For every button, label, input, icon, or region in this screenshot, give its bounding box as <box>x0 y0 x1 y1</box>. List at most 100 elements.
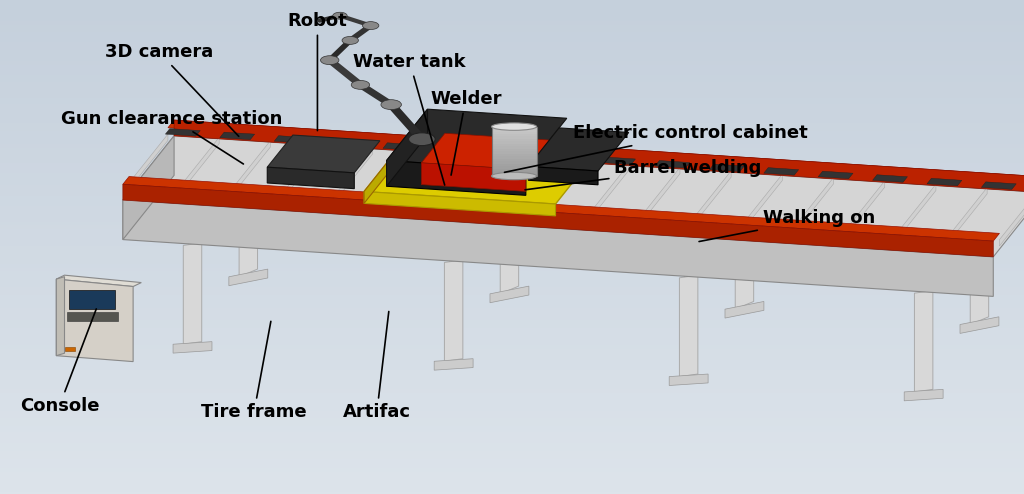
Bar <box>492 164 537 166</box>
Bar <box>492 126 537 176</box>
Bar <box>492 156 537 159</box>
Polygon shape <box>897 184 936 239</box>
Polygon shape <box>655 161 690 168</box>
Polygon shape <box>129 134 168 189</box>
Polygon shape <box>437 146 472 154</box>
Polygon shape <box>872 175 907 182</box>
Bar <box>492 144 537 146</box>
Polygon shape <box>228 269 268 286</box>
Polygon shape <box>487 158 526 212</box>
Circle shape <box>333 12 347 19</box>
Bar <box>492 136 537 139</box>
Polygon shape <box>387 161 526 195</box>
Polygon shape <box>818 171 853 179</box>
Polygon shape <box>188 202 195 249</box>
Polygon shape <box>274 136 309 143</box>
Polygon shape <box>387 109 567 169</box>
Polygon shape <box>173 342 212 353</box>
Circle shape <box>342 37 358 44</box>
Polygon shape <box>450 218 457 266</box>
Polygon shape <box>528 128 629 171</box>
Bar <box>492 149 537 151</box>
Polygon shape <box>846 181 885 236</box>
Polygon shape <box>492 150 526 158</box>
Bar <box>492 131 537 134</box>
Text: Walking on: Walking on <box>699 209 876 242</box>
Bar <box>492 173 537 176</box>
Polygon shape <box>123 136 174 240</box>
Bar <box>492 151 537 154</box>
Bar <box>65 347 75 351</box>
Polygon shape <box>365 121 420 204</box>
Polygon shape <box>670 374 709 385</box>
Polygon shape <box>743 174 782 229</box>
Polygon shape <box>56 279 133 362</box>
Polygon shape <box>961 317 999 333</box>
Bar <box>492 171 537 173</box>
Bar <box>492 168 537 171</box>
Text: Console: Console <box>19 309 99 415</box>
Text: Water tank: Water tank <box>353 53 466 185</box>
Polygon shape <box>692 171 731 226</box>
Polygon shape <box>948 188 987 243</box>
Bar <box>492 161 537 164</box>
Polygon shape <box>546 154 581 161</box>
Polygon shape <box>231 141 270 196</box>
Polygon shape <box>267 167 354 189</box>
Polygon shape <box>710 164 744 171</box>
Bar <box>492 126 537 129</box>
Polygon shape <box>56 277 65 356</box>
Polygon shape <box>999 191 1024 246</box>
Bar <box>492 154 537 156</box>
Polygon shape <box>600 157 636 165</box>
Polygon shape <box>387 109 428 186</box>
Bar <box>69 290 115 309</box>
Polygon shape <box>981 182 1016 189</box>
Polygon shape <box>528 166 598 185</box>
Polygon shape <box>329 139 364 147</box>
Text: 3D camera: 3D camera <box>104 43 239 136</box>
Polygon shape <box>920 249 926 297</box>
Polygon shape <box>183 243 202 344</box>
Polygon shape <box>239 170 258 277</box>
Bar <box>492 166 537 168</box>
Polygon shape <box>680 275 698 376</box>
Circle shape <box>351 81 370 89</box>
Polygon shape <box>725 301 764 318</box>
Polygon shape <box>489 286 528 303</box>
Bar <box>492 141 537 144</box>
Polygon shape <box>168 120 1024 185</box>
Polygon shape <box>123 184 993 257</box>
Polygon shape <box>174 120 1024 193</box>
Polygon shape <box>795 177 834 233</box>
Polygon shape <box>283 144 322 199</box>
Ellipse shape <box>492 123 537 130</box>
Circle shape <box>321 56 339 65</box>
Polygon shape <box>383 143 418 150</box>
Bar <box>67 312 118 321</box>
Text: Tire frame: Tire frame <box>201 322 307 421</box>
Polygon shape <box>500 187 518 294</box>
Circle shape <box>381 100 401 110</box>
Polygon shape <box>914 290 933 392</box>
Bar <box>492 129 537 131</box>
Text: Barrel welding: Barrel welding <box>525 159 762 190</box>
Text: Gun clearance station: Gun clearance station <box>61 110 283 164</box>
Polygon shape <box>422 133 549 169</box>
Bar <box>492 134 537 136</box>
Polygon shape <box>764 167 799 175</box>
Text: Welder: Welder <box>430 90 502 175</box>
Polygon shape <box>166 128 201 136</box>
Bar <box>492 139 537 141</box>
Polygon shape <box>971 218 989 325</box>
Polygon shape <box>220 132 255 140</box>
Circle shape <box>362 22 379 30</box>
Polygon shape <box>123 176 999 241</box>
Bar <box>492 146 537 149</box>
Polygon shape <box>365 121 611 204</box>
Polygon shape <box>436 154 475 209</box>
Polygon shape <box>123 200 993 296</box>
Circle shape <box>409 133 435 146</box>
Polygon shape <box>334 147 373 203</box>
Polygon shape <box>641 167 680 223</box>
